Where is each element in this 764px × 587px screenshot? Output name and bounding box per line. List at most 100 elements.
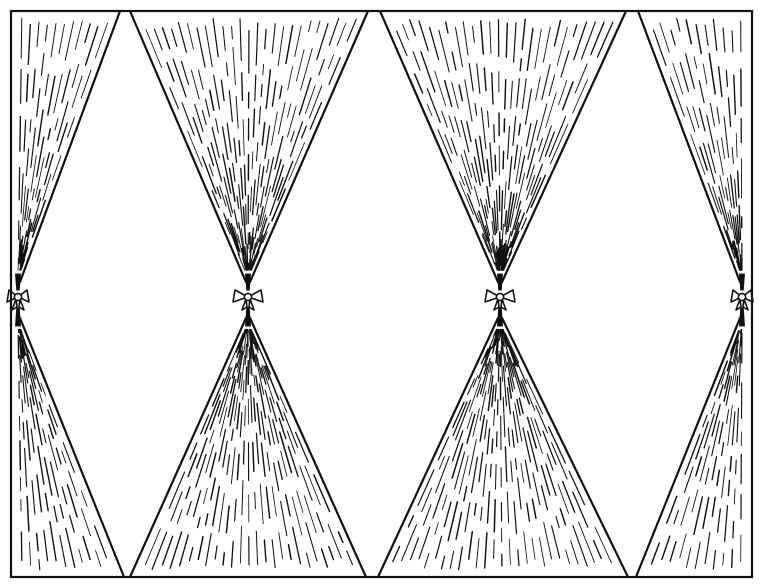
fold-stroke (32, 68, 36, 99)
fold-stroke (25, 73, 29, 103)
fold-stroke (227, 218, 240, 251)
fold-stroke (249, 332, 255, 344)
drape-edge (248, 316, 368, 579)
fold-stroke (30, 127, 36, 169)
fold-stroke (541, 64, 551, 100)
fold-stroke (726, 341, 737, 372)
fold-stroke (219, 390, 230, 424)
fold-stroke (683, 466, 694, 494)
fold-stroke (544, 131, 556, 157)
fold-stroke (466, 411, 473, 430)
fold-stroke (272, 164, 285, 198)
fold-stroke (222, 367, 231, 387)
fold-stroke (161, 535, 174, 566)
fold-stroke (20, 173, 24, 214)
fold-stroke (238, 222, 245, 256)
fold-stroke (65, 527, 76, 568)
fold-stroke (495, 189, 499, 231)
fold-stroke (227, 378, 237, 418)
drape-edge (248, 9, 370, 284)
fold-stroke (94, 22, 108, 59)
fold-stroke (271, 23, 276, 54)
fold-stroke (420, 51, 436, 93)
fold-stroke (44, 492, 49, 512)
fold-stroke (241, 480, 244, 516)
fold-stroke (460, 154, 473, 190)
fold-stroke (38, 389, 43, 403)
fold-stroke (57, 122, 68, 153)
fold-stroke (480, 348, 489, 365)
fold-stroke (318, 58, 325, 76)
fold-stroke (258, 383, 267, 419)
fold-stroke (223, 366, 233, 392)
fold-stroke (500, 329, 504, 355)
fold-stroke (259, 185, 265, 208)
fold-stroke (471, 162, 477, 183)
fold-stroke (716, 106, 720, 124)
fold-stroke (466, 120, 472, 143)
fold-stroke (239, 412, 243, 438)
fold-stroke (520, 380, 531, 405)
fold-stroke (301, 125, 307, 139)
fold-stroke (522, 379, 536, 411)
fold-stroke (426, 104, 433, 117)
fold-stroke (287, 105, 297, 138)
fold-stroke (222, 552, 226, 566)
fold-stroke (497, 354, 500, 382)
fold-stroke (261, 122, 266, 146)
fold-stroke (557, 483, 570, 514)
fold-stroke (692, 105, 700, 129)
fold-stroke (249, 329, 257, 350)
fold-stroke (454, 399, 472, 441)
fold-stroke (25, 206, 30, 223)
fold-stroke (506, 361, 514, 392)
fold-stroke (180, 60, 190, 85)
fold-stroke (228, 167, 236, 203)
fold-stroke (40, 52, 45, 77)
fold-stroke (19, 115, 22, 152)
fold-stroke (479, 357, 491, 395)
fold-stroke (702, 414, 708, 428)
fold-stroke (543, 522, 553, 560)
fold-stroke (736, 214, 740, 244)
fold-stroke (238, 330, 247, 354)
fold-stroke (264, 156, 275, 197)
fold-stroke (263, 539, 267, 563)
fold-stroke (176, 509, 183, 524)
fold-stroke (21, 186, 26, 227)
fold-stroke (421, 487, 432, 513)
fold-stroke (151, 531, 168, 571)
fold-stroke (513, 22, 517, 63)
fold-stroke (526, 416, 538, 449)
fold-stroke (727, 212, 732, 230)
fold-stroke (494, 383, 497, 402)
fold-stroke (508, 538, 511, 565)
fold-stroke (61, 486, 68, 505)
fold-stroke (481, 234, 490, 253)
fold-stroke (525, 123, 532, 147)
fold-stroke (31, 188, 35, 201)
fold-stroke (484, 225, 491, 242)
fold-stroke (501, 246, 510, 271)
fold-stroke (454, 116, 461, 138)
fold-stroke (731, 146, 734, 165)
fold-stroke (502, 251, 513, 271)
fold-stroke (707, 143, 717, 174)
fold-stroke (721, 137, 725, 159)
fold-stroke (21, 345, 29, 384)
fold-stroke (684, 433, 701, 475)
fold-stroke (473, 185, 481, 207)
fold-stroke (327, 54, 335, 70)
fold-stroke (196, 27, 206, 68)
fold-stroke (280, 450, 288, 477)
fold-stroke (242, 257, 247, 271)
fold-stroke (197, 69, 204, 90)
fold-stroke (209, 89, 215, 111)
fold-stroke (524, 459, 532, 489)
fold-stroke (491, 220, 495, 236)
fold-stroke (514, 402, 523, 442)
fold-stroke (445, 21, 449, 34)
fold-stroke (258, 217, 268, 243)
fold-stroke (19, 336, 24, 359)
fold-stroke (558, 79, 568, 106)
